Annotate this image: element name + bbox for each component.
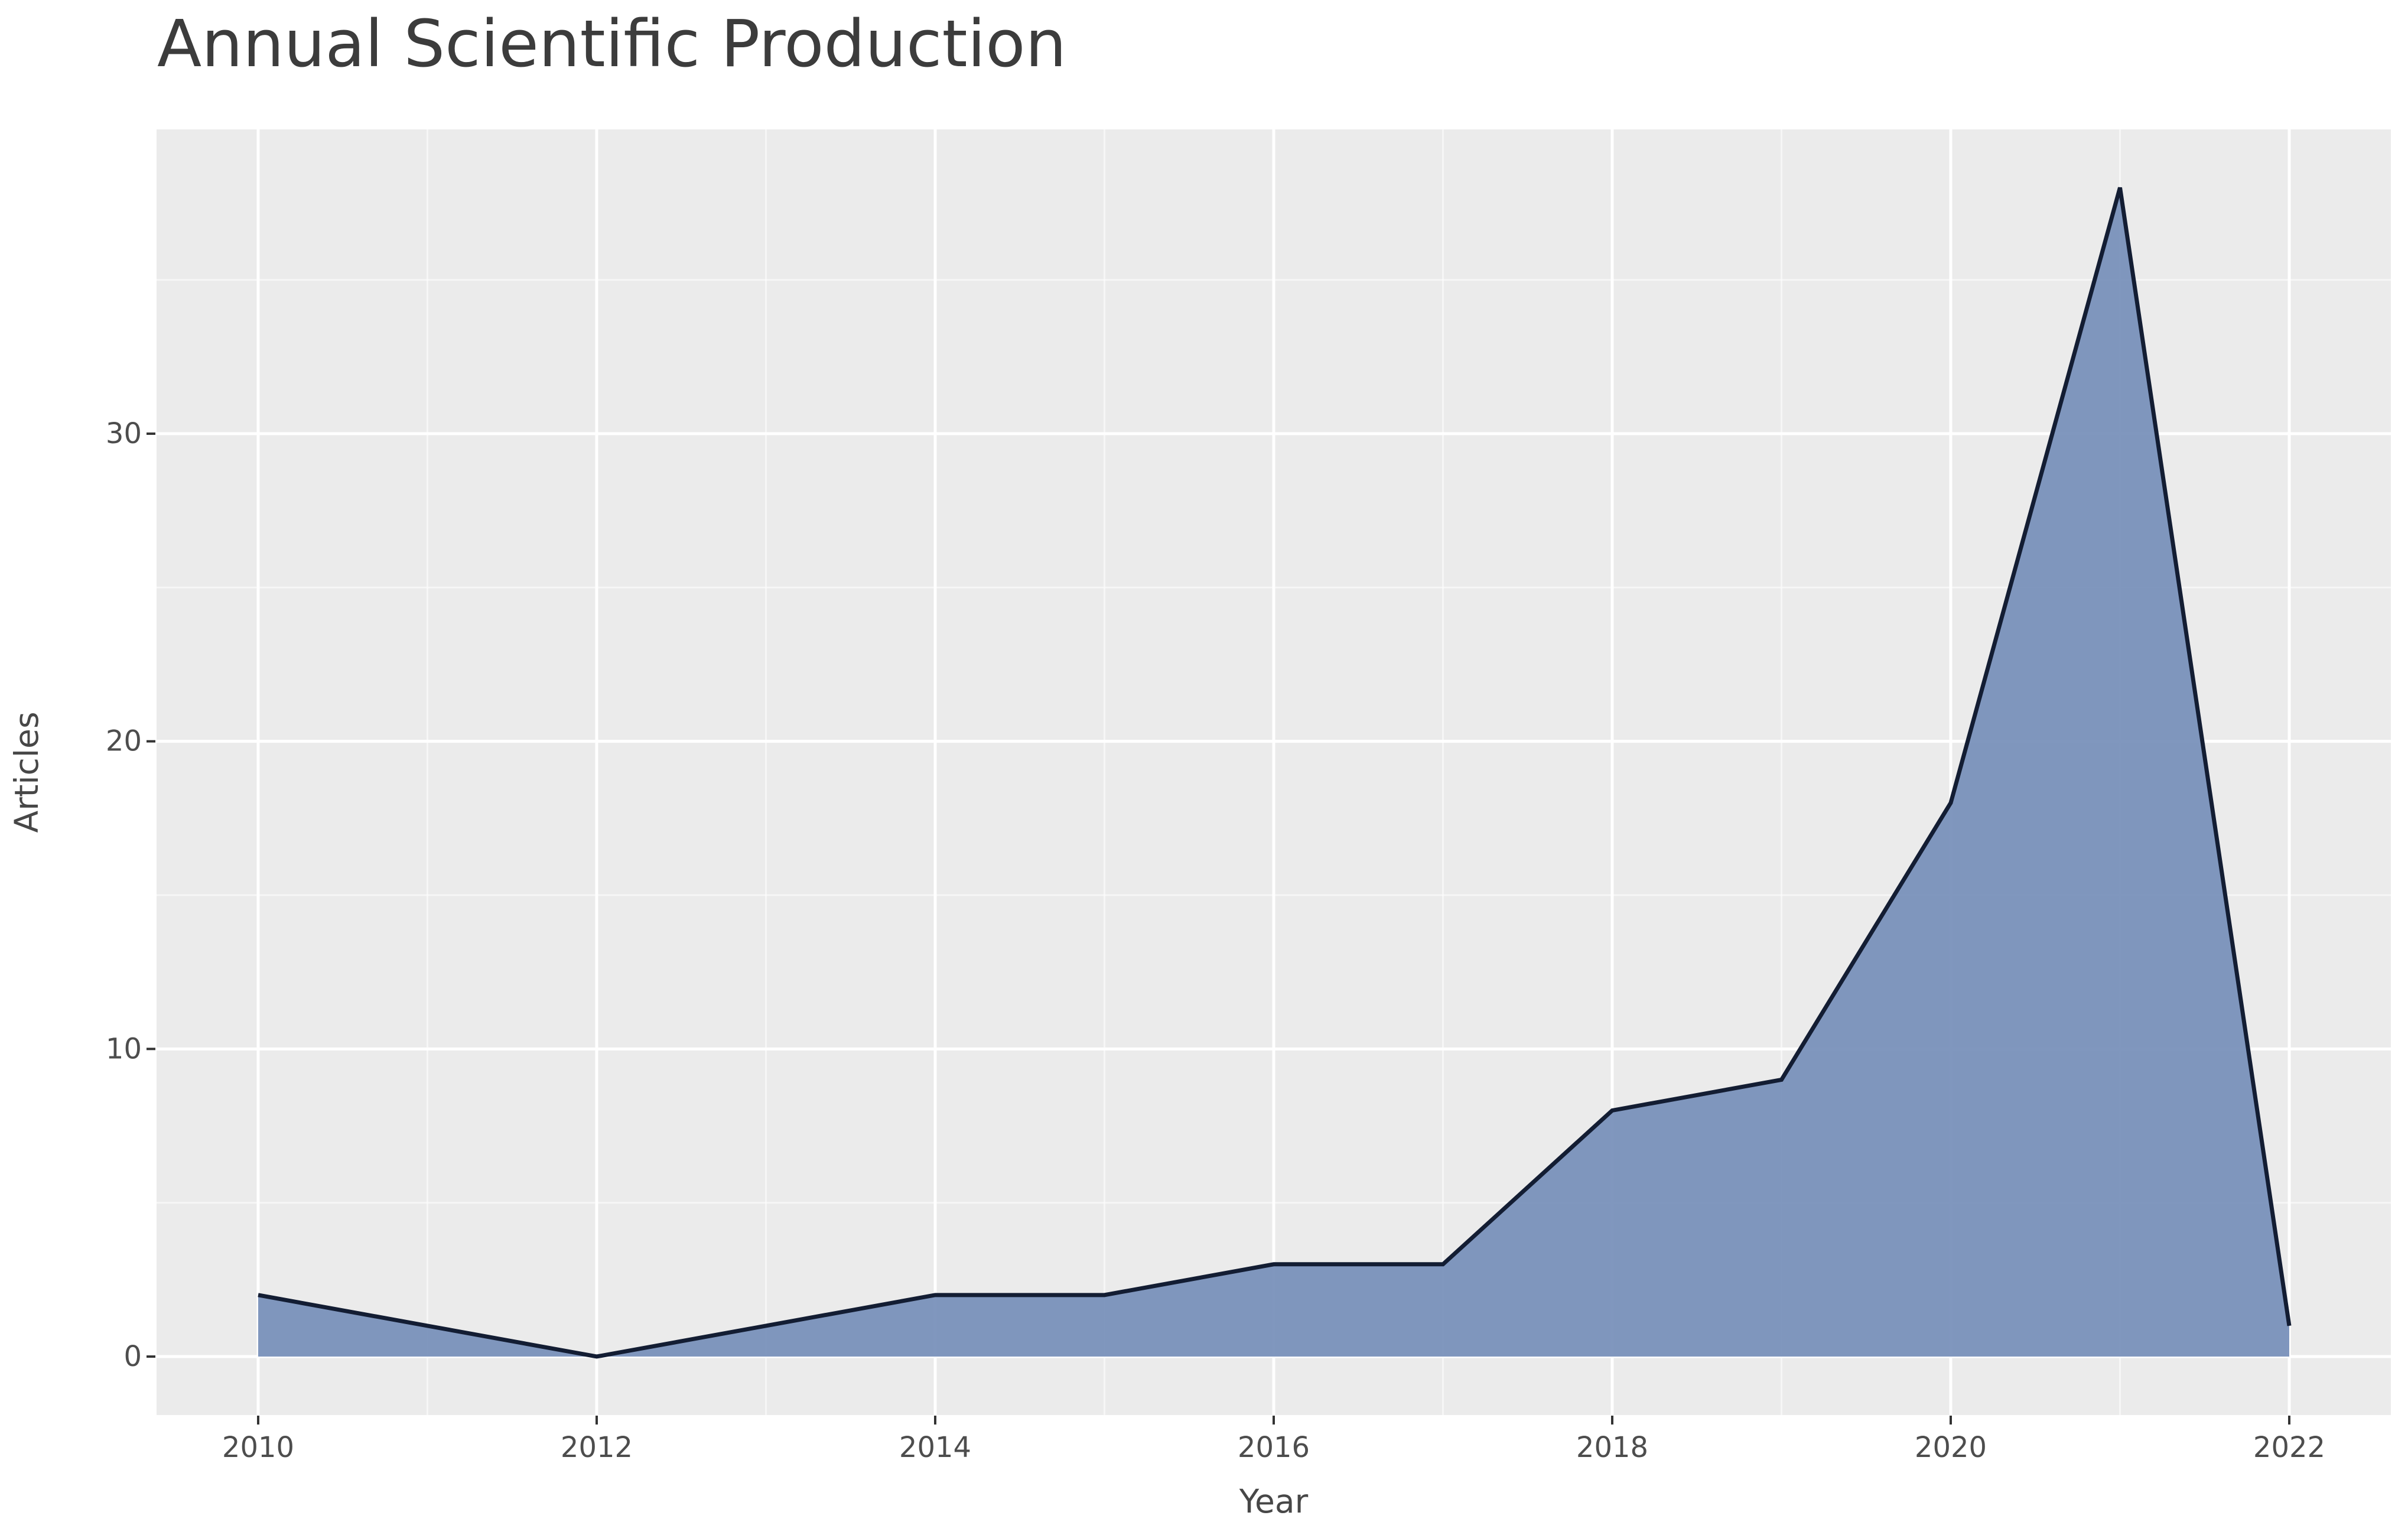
area-fill (258, 187, 2289, 1357)
y-tick-label-0: 0 (123, 1340, 142, 1373)
y-axis-title: Articles (8, 711, 45, 832)
x-tick-label-2012: 2012 (561, 1431, 633, 1464)
x-tick-label-2014: 2014 (899, 1431, 971, 1464)
x-tick-label-2018: 2018 (1576, 1431, 1648, 1464)
trend-line (258, 187, 2292, 1359)
x-tick-label-2022: 2022 (2253, 1431, 2325, 1464)
x-tick-label-2016: 2016 (1238, 1431, 1310, 1464)
x-tick-label-2010: 2010 (222, 1431, 294, 1464)
plot-area: 0 10 20 30 2010 2012 2014 2016 2018 2020 2022 (106, 129, 2391, 1464)
x-axis-title: Year (1239, 1482, 1309, 1520)
y-tick-label-10: 10 (106, 1032, 142, 1065)
chart-title: Annual Scientific Production (157, 6, 1066, 82)
y-tick-label-20: 20 (106, 725, 142, 758)
y-tick-label-30: 30 (106, 417, 142, 450)
x-tick-label-2020: 2020 (1915, 1431, 1987, 1464)
